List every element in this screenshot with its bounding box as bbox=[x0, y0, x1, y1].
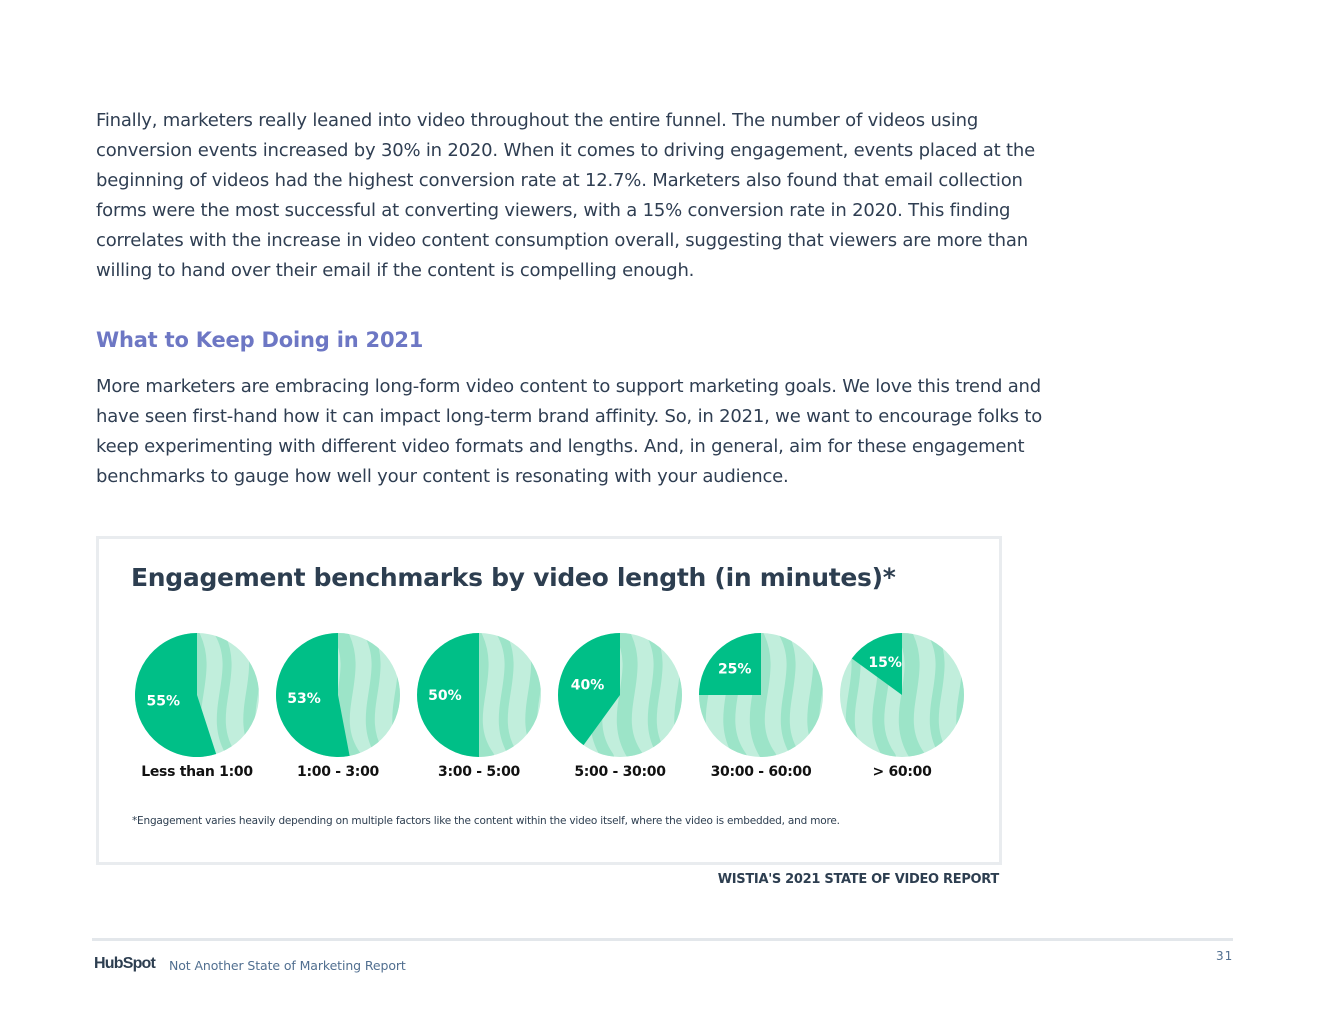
pie-slice bbox=[275, 633, 350, 757]
pie-3: 50% bbox=[417, 633, 541, 757]
chart-footnote: *Engagement varies heavily depending on … bbox=[132, 815, 840, 827]
pie-1: 55% bbox=[134, 633, 259, 757]
pie-6: 15% bbox=[840, 633, 964, 757]
chart-source: WISTIA'S 2021 STATE OF VIDEO REPORT bbox=[717, 872, 1000, 887]
pie-4: 40% bbox=[558, 633, 682, 757]
pie-category-label: 30:00 - 60:00 bbox=[710, 764, 812, 780]
pie-slice bbox=[558, 633, 620, 746]
pie-slice bbox=[134, 633, 217, 757]
pie-category-label: > 60:00 bbox=[872, 764, 932, 780]
body-paragraph: More marketers are embracing long-form v… bbox=[96, 376, 1043, 487]
pie-value-label: 15% bbox=[868, 655, 902, 671]
report-name: Not Another State of Marketing Report bbox=[169, 958, 406, 973]
pie-value-label: 55% bbox=[147, 693, 181, 709]
page-number: 31 bbox=[1216, 949, 1234, 963]
pie-slice bbox=[699, 633, 761, 695]
pie-value-label: 40% bbox=[571, 677, 605, 693]
pie-charts: 55% 53% 50% 40% 25% 15% bbox=[134, 633, 964, 757]
pie-category-label: 5:00 - 30:00 bbox=[574, 764, 666, 780]
hubspot-logo: HubSpot bbox=[94, 955, 156, 973]
section-heading: What to Keep Doing in 2021 bbox=[96, 328, 424, 352]
pie-2: 53% bbox=[275, 633, 400, 757]
pie-category-label: 1:00 - 3:00 bbox=[297, 764, 379, 780]
pie-category-label: 3:00 - 5:00 bbox=[438, 764, 520, 780]
pie-slice bbox=[417, 633, 479, 757]
pie-value-label: 53% bbox=[287, 691, 321, 707]
footer-divider bbox=[92, 938, 1233, 941]
pie-value-label: 25% bbox=[718, 662, 752, 678]
intro-paragraph: Finally, marketers really leaned into vi… bbox=[96, 110, 1035, 281]
pie-category-label: Less than 1:00 bbox=[141, 764, 253, 780]
logo-text: HubSpot bbox=[94, 955, 156, 972]
pie-slice bbox=[851, 633, 902, 695]
pie-5: 25% bbox=[699, 633, 823, 757]
pie-value-label: 50% bbox=[428, 688, 462, 704]
chart-title: Engagement benchmarks by video length (i… bbox=[131, 563, 896, 592]
engagement-chart-card: Engagement benchmarks by video length (i… bbox=[96, 536, 1002, 865]
